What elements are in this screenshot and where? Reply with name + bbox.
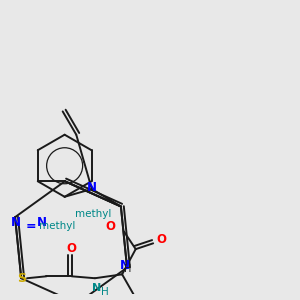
- Text: S: S: [17, 272, 26, 285]
- Text: H: H: [124, 263, 132, 274]
- Text: =: =: [25, 220, 36, 233]
- Text: N: N: [37, 217, 47, 230]
- Text: N: N: [120, 259, 130, 272]
- Text: H: H: [101, 287, 109, 297]
- Text: N: N: [11, 217, 21, 230]
- Text: methyl: methyl: [75, 209, 111, 219]
- Text: N: N: [87, 181, 97, 194]
- Text: O: O: [156, 233, 166, 246]
- Text: O: O: [67, 242, 77, 255]
- Text: methyl: methyl: [39, 221, 76, 231]
- Text: N: N: [92, 283, 101, 293]
- Text: O: O: [106, 220, 116, 233]
